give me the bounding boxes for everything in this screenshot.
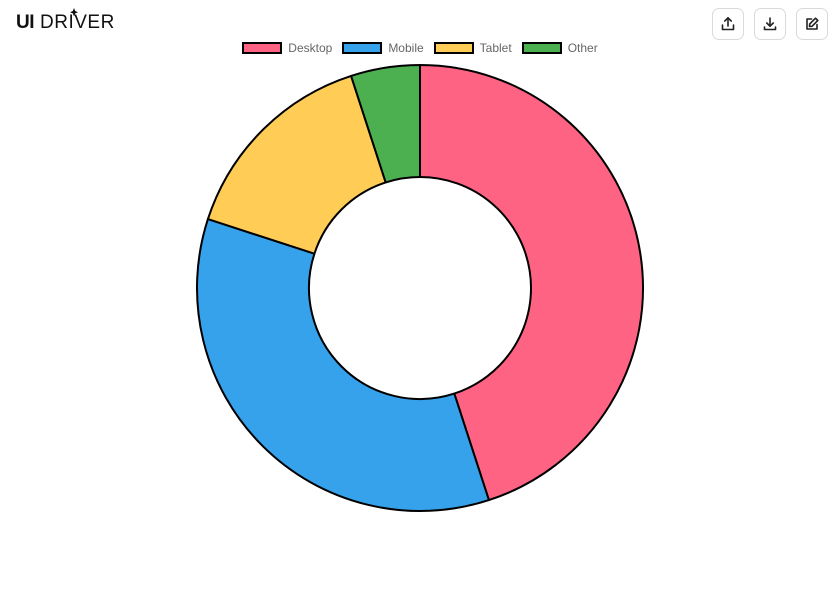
- legend-item-desktop[interactable]: Desktop: [242, 40, 332, 56]
- chart-legend: Desktop Mobile Tablet Other: [0, 40, 840, 56]
- legend-label: Tablet: [479, 41, 512, 55]
- download-icon: [763, 17, 777, 31]
- slice-mobile[interactable]: [196, 218, 490, 512]
- edit-icon: [806, 17, 819, 30]
- share-button[interactable]: [712, 8, 744, 40]
- legend-swatch: [433, 42, 474, 54]
- svg-text:DRIVER: DRIVER: [40, 12, 115, 30]
- legend-swatch: [242, 42, 283, 54]
- legend-swatch: [521, 42, 562, 54]
- slice-other[interactable]: [350, 64, 421, 184]
- svg-text:UI: UI: [16, 12, 34, 30]
- legend-label: Mobile: [388, 41, 424, 55]
- legend-label: Desktop: [288, 41, 333, 55]
- legend-label: Other: [567, 41, 598, 55]
- legend-item-mobile[interactable]: Mobile: [342, 40, 424, 56]
- legend-swatch: [342, 42, 383, 54]
- uidriver-logo: UI DRIVER: [16, 6, 122, 30]
- slice-tablet[interactable]: [206, 74, 387, 255]
- toolbar: [712, 8, 828, 40]
- legend-item-tablet[interactable]: Tablet: [433, 40, 512, 56]
- edit-button[interactable]: [796, 8, 828, 40]
- download-button[interactable]: [754, 8, 786, 40]
- legend-item-other[interactable]: Other: [521, 40, 598, 56]
- slice-desktop[interactable]: [419, 64, 644, 502]
- share-icon: [721, 17, 735, 31]
